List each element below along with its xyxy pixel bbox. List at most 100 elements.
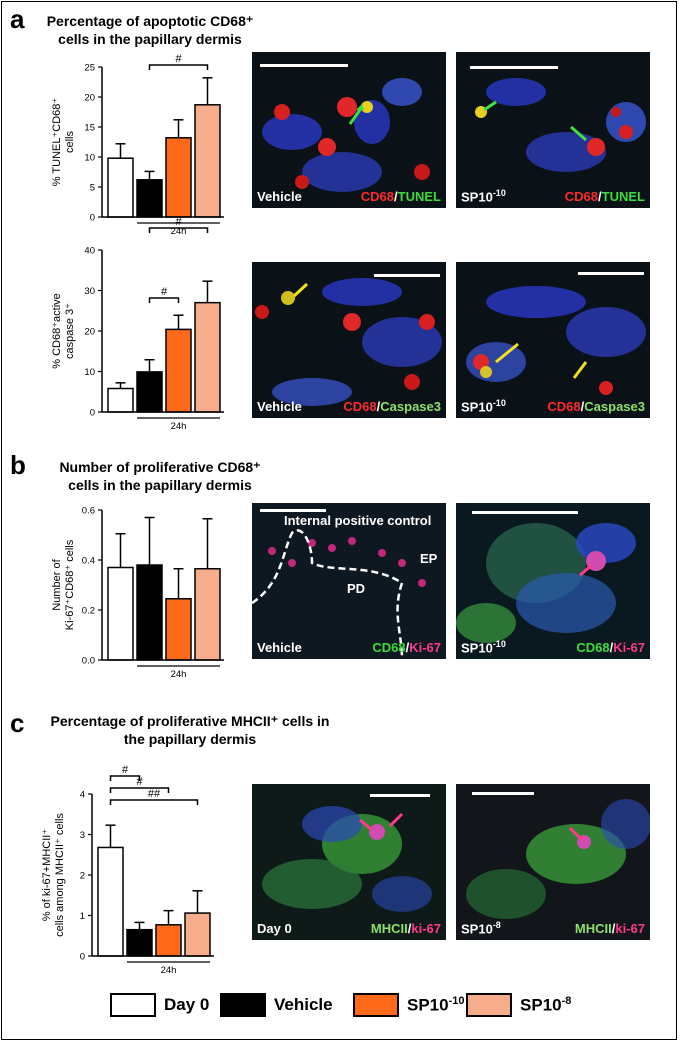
y-tick-label: 20 [84, 327, 95, 338]
scale-bar [470, 66, 558, 69]
image-stain-label: CD68/Ki-67 [576, 640, 645, 655]
panel-label-a: a [10, 4, 25, 34]
legend-label: Day 0 [164, 995, 209, 1015]
y-tick-label: 40 [84, 246, 95, 257]
stain-separator: / [611, 921, 616, 936]
y-axis-label-line2: Ki-67⁺CD68⁺ cells [64, 539, 76, 630]
stain-cd68: CD68 [360, 189, 395, 204]
image-condition-label: Vehicle [257, 189, 302, 204]
y-axis-label-line1: Number of [51, 558, 63, 610]
panel-c-title: Percentage of proliferative MHCII⁺ cells… [40, 712, 340, 748]
y-tick-label: 5 [90, 183, 95, 194]
bar [136, 564, 163, 661]
condition-base: SP10 [461, 640, 493, 655]
image-stain-label: MHCII/ki-67 [575, 921, 645, 936]
scale-bar [370, 794, 430, 797]
panel-label-c: c [10, 708, 25, 738]
image-condition-label: Vehicle [257, 399, 302, 414]
micrograph-sp8-mhcii: SP10-8 MHCII/ki-67 [456, 784, 650, 940]
scale-bar [578, 272, 644, 275]
y-tick-label: 0.4 [82, 556, 95, 567]
y-tick-label: 0.6 [82, 506, 95, 517]
condition-exponent: -10 [492, 638, 506, 649]
significance-bracket [148, 297, 180, 303]
bar [184, 912, 211, 957]
stain-separator: / [405, 640, 410, 655]
papillary-dermis-label: PD [347, 581, 366, 596]
y-tick-label: 0 [80, 952, 85, 963]
bar [165, 328, 192, 413]
legend-item-sp10-10: SP10-10 [353, 990, 465, 1020]
y-tick-label: 25 [84, 63, 95, 74]
image-condition-label: SP10-10 [461, 639, 506, 655]
panel-b-title-line1: Number of proliferative CD68⁺ [59, 459, 261, 475]
internal-control-label: Internal positive control [284, 513, 432, 528]
epidermis-label: EP [420, 551, 438, 566]
condition-base: SP10 [461, 189, 493, 204]
bar [97, 846, 124, 957]
y-tick-label: 30 [84, 286, 95, 297]
stain-caspase3: Caspase3 [584, 399, 645, 414]
image-stain-label: CD68/Caspase3 [547, 399, 645, 414]
scale-bar [374, 274, 440, 277]
image-condition-label: Day 0 [257, 921, 292, 936]
y-tick-label: 15 [84, 123, 95, 134]
legend-label: SP10-10 [407, 995, 465, 1016]
panel-c-title-line2: the papillary dermis [123, 731, 257, 747]
micrograph-sp10-tunel: SP10-10 CD68/TUNEL [456, 52, 650, 208]
image-stain-label: CD68/TUNEL [361, 189, 441, 204]
panel-a-title: Percentage of apoptotic CD68⁺ cells in t… [30, 12, 270, 48]
y-axis-label-line1: % TUNEL⁺CD68⁺ [51, 98, 63, 187]
y-axis-label-line1: % of ki-67+MHCII⁺ [41, 829, 53, 921]
group-label: 24h [171, 226, 187, 237]
micrograph-sp10-caspase3: SP10-10 CD68/Caspase3 [456, 262, 650, 418]
condition-base: SP10 [461, 399, 493, 414]
significance-bracket [109, 787, 170, 793]
legend-label: SP10-8 [520, 995, 571, 1016]
legend-swatch [220, 993, 266, 1017]
image-condition-label: SP10-10 [461, 398, 506, 414]
significance-label: ## [148, 788, 161, 800]
y-axis-label: % of ki-67+MHCII⁺cells among MHCII⁺ cell… [41, 813, 66, 937]
panel-a-title-line1: Percentage of apoptotic CD68⁺ [46, 13, 254, 29]
y-axis-label: Number ofKi-67⁺CD68⁺ cells [51, 539, 76, 630]
micrograph-day0-mhcii: Day 0 MHCII/ki-67 [252, 784, 446, 940]
condition-exponent: -10 [492, 187, 506, 198]
stain-tunel: TUNEL [397, 189, 441, 204]
y-tick-label: 3 [80, 830, 85, 841]
bar [194, 104, 221, 218]
bar [165, 137, 192, 218]
legend: Day 0 Vehicle SP10-10 SP10-8 [110, 990, 630, 1020]
bar [107, 566, 134, 661]
y-axis-label: % CD68⁺activecaspase 3⁺ [51, 293, 76, 369]
group-label: 24h [161, 965, 177, 976]
scale-bar [260, 509, 326, 512]
y-tick-label: 20 [84, 93, 95, 104]
stain-separator: / [580, 399, 585, 414]
scale-bar [260, 64, 348, 67]
y-axis-label-line2: caspase 3⁺ [64, 303, 76, 359]
image-stain-label: CD68/Caspase3 [343, 399, 441, 414]
legend-item-day0: Day 0 [110, 990, 209, 1020]
significance-label: # [122, 764, 129, 776]
panel-b-title-line2: cells in the papillary dermis [68, 477, 252, 493]
bar [107, 157, 134, 218]
bar [194, 568, 221, 661]
micrograph-vehicle-ki67: Internal positive control EP PD Vehicle … [252, 503, 446, 659]
stain-cd68: CD68 [372, 640, 406, 655]
y-tick-label: 0 [90, 213, 95, 224]
legend-swatch [353, 993, 399, 1017]
bar [155, 924, 182, 957]
y-tick-label: 2 [80, 871, 85, 882]
legend-item-vehicle: Vehicle [220, 990, 333, 1020]
legend-swatch [110, 993, 156, 1017]
stain-cd68: CD68 [343, 399, 377, 414]
panel-label-b: b [10, 450, 26, 480]
panel-a-title-line2: cells in the papillary dermis [58, 31, 242, 47]
stain-cd68: CD68 [564, 189, 599, 204]
legend-item-sp10-8: SP10-8 [466, 990, 571, 1020]
micrograph-vehicle-tunel: Vehicle CD68/TUNEL [252, 52, 446, 208]
